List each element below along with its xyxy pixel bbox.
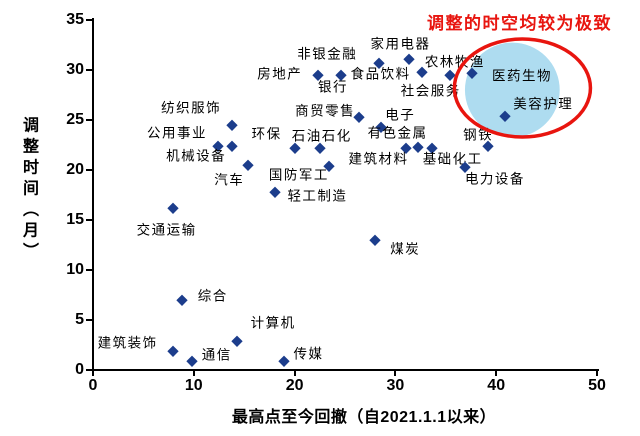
y-axis-tick (86, 119, 92, 121)
scatter-point (412, 141, 423, 153)
y-tick-label: 20 (66, 161, 84, 178)
scatter-point-label: 传媒 (293, 346, 324, 362)
scatter-point-label: 建筑装饰 (97, 335, 158, 351)
y-axis-line (92, 18, 94, 371)
y-tick-label: 25 (66, 111, 84, 128)
scatter-point (167, 345, 178, 357)
x-tick-label: 30 (386, 377, 405, 394)
x-axis-tick (293, 370, 296, 376)
scatter-point-label: 机械设备 (166, 148, 227, 164)
scatter-point-label: 汽车 (214, 172, 245, 188)
scatter-point-label: 美容护理 (513, 96, 574, 112)
scatter-point-label: 医药生物 (492, 68, 552, 84)
x-axis-tick (394, 370, 397, 376)
y-axis-tick (86, 169, 92, 171)
scatter-point-label: 纺织服饰 (161, 100, 222, 116)
x-tick-label: 40 (487, 377, 506, 394)
scatter-point (403, 53, 414, 65)
scatter-point-label: 环保 (251, 126, 282, 142)
scatter-point-label: 通信 (201, 347, 232, 363)
y-axis-tick (86, 369, 92, 371)
scatter-point-label: 交通运输 (136, 222, 197, 238)
scatter-point-label: 商贸零售 (295, 103, 356, 119)
scatter-point-label: 石油石化 (291, 128, 352, 144)
scatter-point (242, 159, 254, 171)
scatter-point-label: 食品饮料 (350, 66, 411, 82)
scatter-point-label: 国防军工 (268, 167, 329, 183)
scatter-point (353, 111, 365, 123)
scatter-point-label: 非银金融 (297, 46, 358, 62)
scatter-point (226, 119, 238, 131)
scatter-point-label: 社会服务 (400, 83, 461, 99)
scatter-point (231, 335, 243, 347)
scatter-point (226, 140, 238, 152)
x-tick-label: 20 (285, 377, 304, 394)
y-axis-tick (86, 319, 92, 321)
y-tick-label: 15 (66, 211, 84, 228)
scatter-point (278, 355, 289, 367)
scatter-point-label: 计算机 (250, 315, 296, 331)
scatter-point-label: 建筑材料 (348, 151, 409, 167)
scatter-point (186, 355, 198, 367)
scatter-point-label: 煤炭 (390, 241, 421, 257)
scatter-point-label: 电子 (385, 107, 416, 123)
y-axis-tick (86, 19, 92, 21)
scatter-point (176, 294, 188, 306)
scatter-point-label: 银行 (317, 79, 348, 95)
scatter-point-label: 房地产 (257, 66, 303, 82)
annotation-text: 调整的时空均较为极致 (427, 14, 612, 33)
scatter-point-label: 综合 (197, 288, 228, 304)
y-tick-label: 0 (75, 361, 84, 378)
x-axis-tick (495, 370, 498, 376)
scatter-point (499, 110, 511, 122)
scatter-point (167, 202, 178, 214)
y-axis-tick (86, 269, 92, 271)
y-axis-tick (86, 219, 92, 221)
x-axis-tick (92, 370, 94, 376)
scatter-point-label: 轻工制造 (287, 188, 348, 204)
y-tick-label: 10 (66, 261, 84, 278)
scatter-point-label: 钢铁 (463, 127, 494, 143)
scatter-point (444, 69, 456, 81)
scatter-point-label: 有色金属 (367, 125, 428, 141)
scatter-point-label: 农林牧渔 (424, 54, 485, 70)
scatter-point-label: 基础化工 (422, 151, 483, 167)
x-tick-label: 50 (588, 377, 606, 394)
x-tick-label: 10 (184, 377, 203, 394)
scatter-point (270, 186, 281, 198)
x-axis-line (92, 369, 599, 371)
scatter-point-label: 电力设备 (464, 171, 525, 187)
scatter-point-label: 公用事业 (146, 125, 207, 141)
x-axis-title: 最高点至今回撤（自2021.1.1以来） (231, 409, 497, 426)
y-tick-label: 35 (66, 11, 84, 28)
x-axis-tick (192, 370, 195, 376)
x-tick-label: 0 (88, 377, 98, 394)
x-axis-tick (596, 370, 598, 376)
y-axis-title: 调整时间（月） (20, 116, 37, 264)
y-axis-tick (86, 69, 92, 71)
scatter-point (369, 234, 381, 246)
y-tick-label: 5 (75, 311, 84, 328)
y-tick-label: 30 (66, 61, 84, 78)
scatter-point-label: 家用电器 (370, 36, 431, 52)
